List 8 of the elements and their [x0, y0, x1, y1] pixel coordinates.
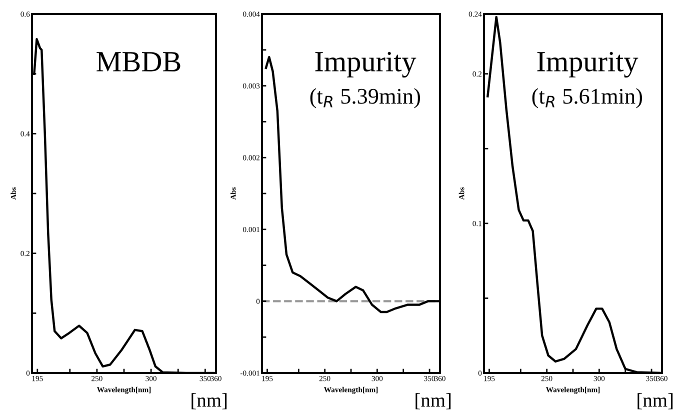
annotation: (t$_{R}$ 5.39min): [310, 88, 420, 108]
annotation: Impurity: [537, 52, 638, 78]
annotation: (t$_{R}$ 5.61min): [532, 88, 642, 108]
annotation: MBDB: [96, 52, 180, 72]
text: [nm]: [638, 393, 673, 410]
annotation: Impurity: [315, 52, 416, 78]
text: [nm]: [416, 393, 451, 410]
text: [nm]: [192, 393, 227, 410]
